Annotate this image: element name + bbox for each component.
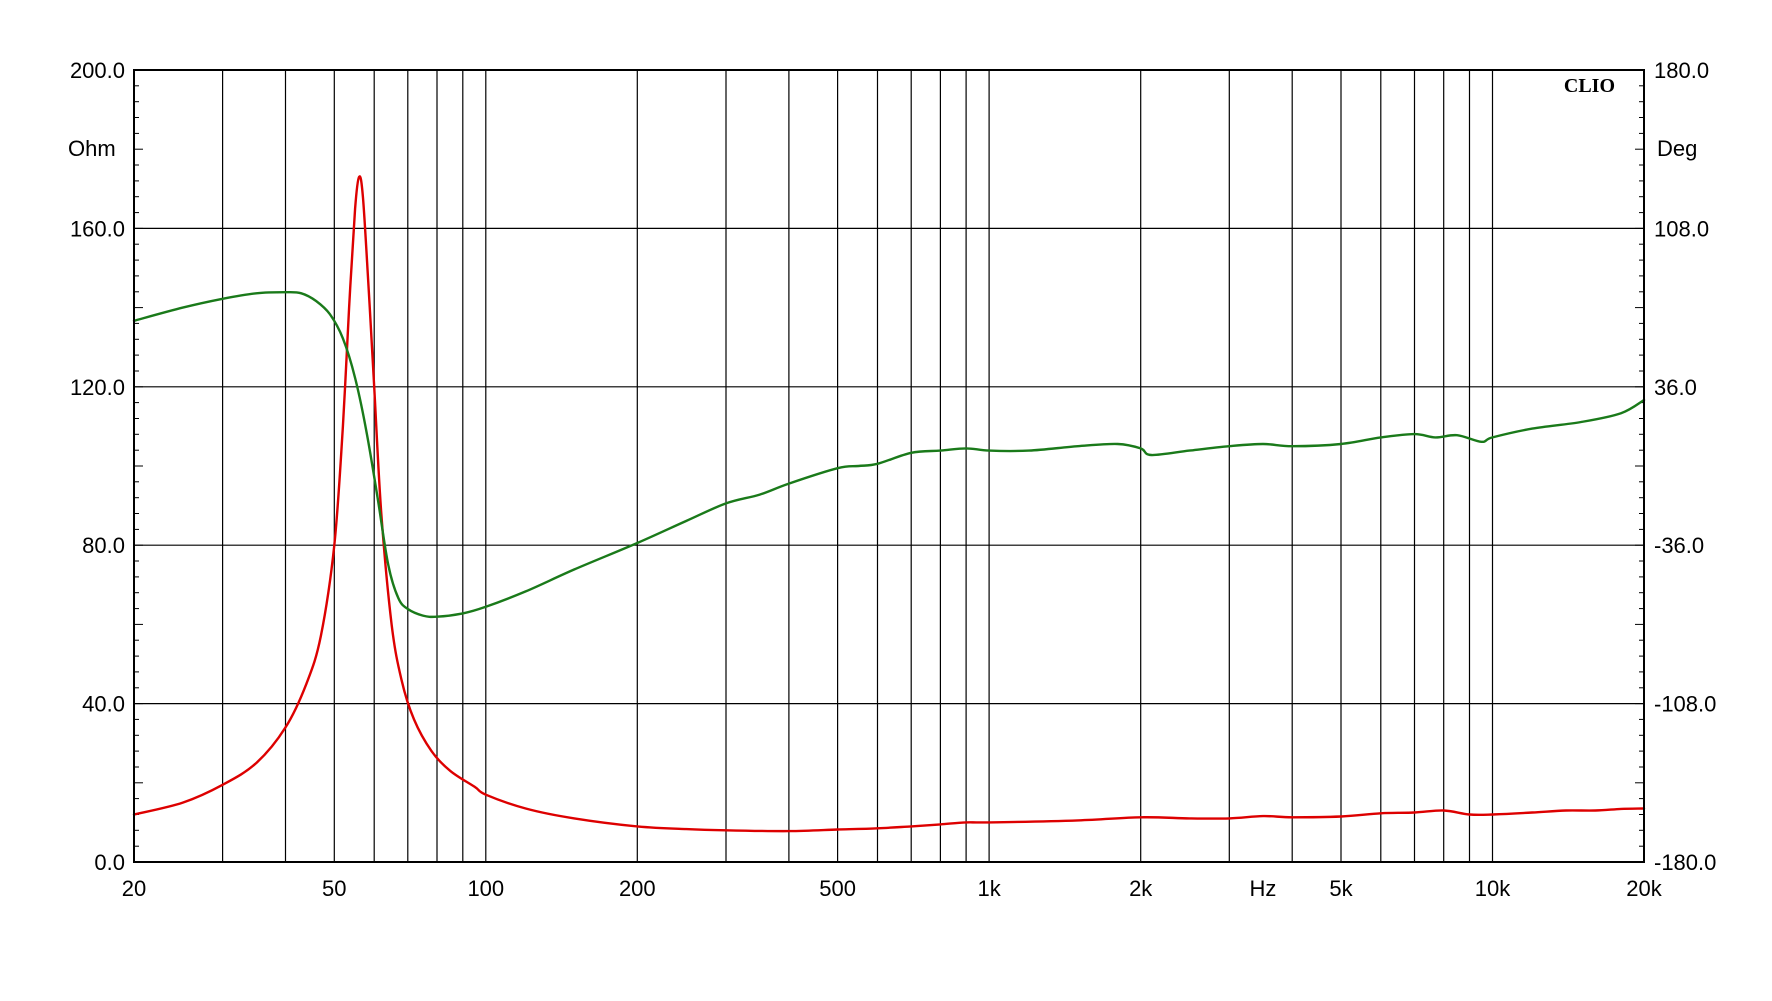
y-left-tick-label: 160.0 <box>70 216 125 241</box>
y-right-tick-label: -180.0 <box>1654 850 1716 875</box>
phase-series-line <box>132 290 1646 619</box>
y-right-tick-label: 180.0 <box>1654 58 1709 83</box>
labels: 20 50 100 200 500 1k 2k 5k 10k 20k 0.0 40.0 80.0 120.… <box>70 58 1716 901</box>
y-left-tick-label: 200.0 <box>70 58 125 83</box>
x-tick-label: 1k <box>977 876 1001 901</box>
y-right-unit-label: Deg <box>1657 136 1697 161</box>
x-tick-label: 200 <box>619 876 656 901</box>
x-tick-label: 500 <box>819 876 856 901</box>
impedance-series-line <box>132 175 1646 833</box>
y-right-tick-label: 108.0 <box>1654 216 1709 241</box>
y-right-tick-label: -36.0 <box>1654 533 1704 558</box>
y-right-tick-label: 36.0 <box>1654 375 1697 400</box>
brand-logo: CLIO <box>1564 75 1615 97</box>
x-tick-label: 100 <box>467 876 504 901</box>
x-tick-label: 2k <box>1129 876 1153 901</box>
x-tick-label: 20k <box>1626 876 1662 901</box>
series-layer <box>132 175 1646 833</box>
y-right-tick-label: -108.0 <box>1654 692 1716 717</box>
grid <box>133 69 1645 863</box>
x-tick-label: 10k <box>1475 876 1511 901</box>
plot-frame <box>133 69 1645 863</box>
x-unit-label: Hz <box>1250 876 1277 901</box>
y-left-tick-label: 120.0 <box>70 375 125 400</box>
y-left-tick-label: 0.0 <box>94 850 125 875</box>
y-left-tick-label: 80.0 <box>82 533 125 558</box>
x-tick-label: 5k <box>1329 876 1353 901</box>
y-left-unit-label: Ohm <box>68 136 116 161</box>
x-tick-label: 50 <box>322 876 346 901</box>
x-tick-label: 20 <box>122 876 146 901</box>
y-left-tick-label: 40.0 <box>82 692 125 717</box>
